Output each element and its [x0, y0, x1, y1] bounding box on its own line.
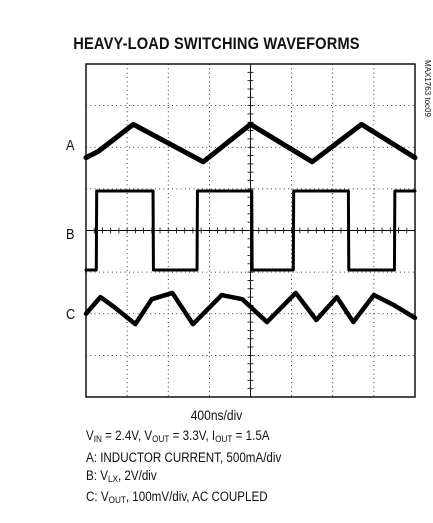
channel-c-label: C [66, 306, 76, 323]
test-conditions: VIN = 2.4V, VOUT = 3.3V, IOUT = 1.5A A: … [86, 427, 281, 510]
chart-title: HEAVY-LOAD SWITCHING WAVEFORMS [73, 34, 360, 53]
trace-a [83, 121, 418, 165]
trace-b [84, 189, 417, 272]
trace-c [83, 290, 418, 327]
legend-channel-c: C: VOUT, 100mV/div, AC COUPLED [86, 489, 268, 507]
legend-channel-a: A: INDUCTOR CURRENT, 500mA/div [86, 449, 282, 465]
channel-b-label: B [66, 226, 75, 243]
conditions-line: VIN = 2.4V, VOUT = 3.3V, IOUT = 1.5A [86, 428, 270, 445]
figure-id-tag: MAX1763 toc09 [423, 60, 432, 117]
x-axis-scale: 400ns/div [190, 407, 243, 423]
channel-a-label: A [66, 137, 75, 154]
legend-channel-b: B: VLX, 2V/div [86, 467, 157, 485]
